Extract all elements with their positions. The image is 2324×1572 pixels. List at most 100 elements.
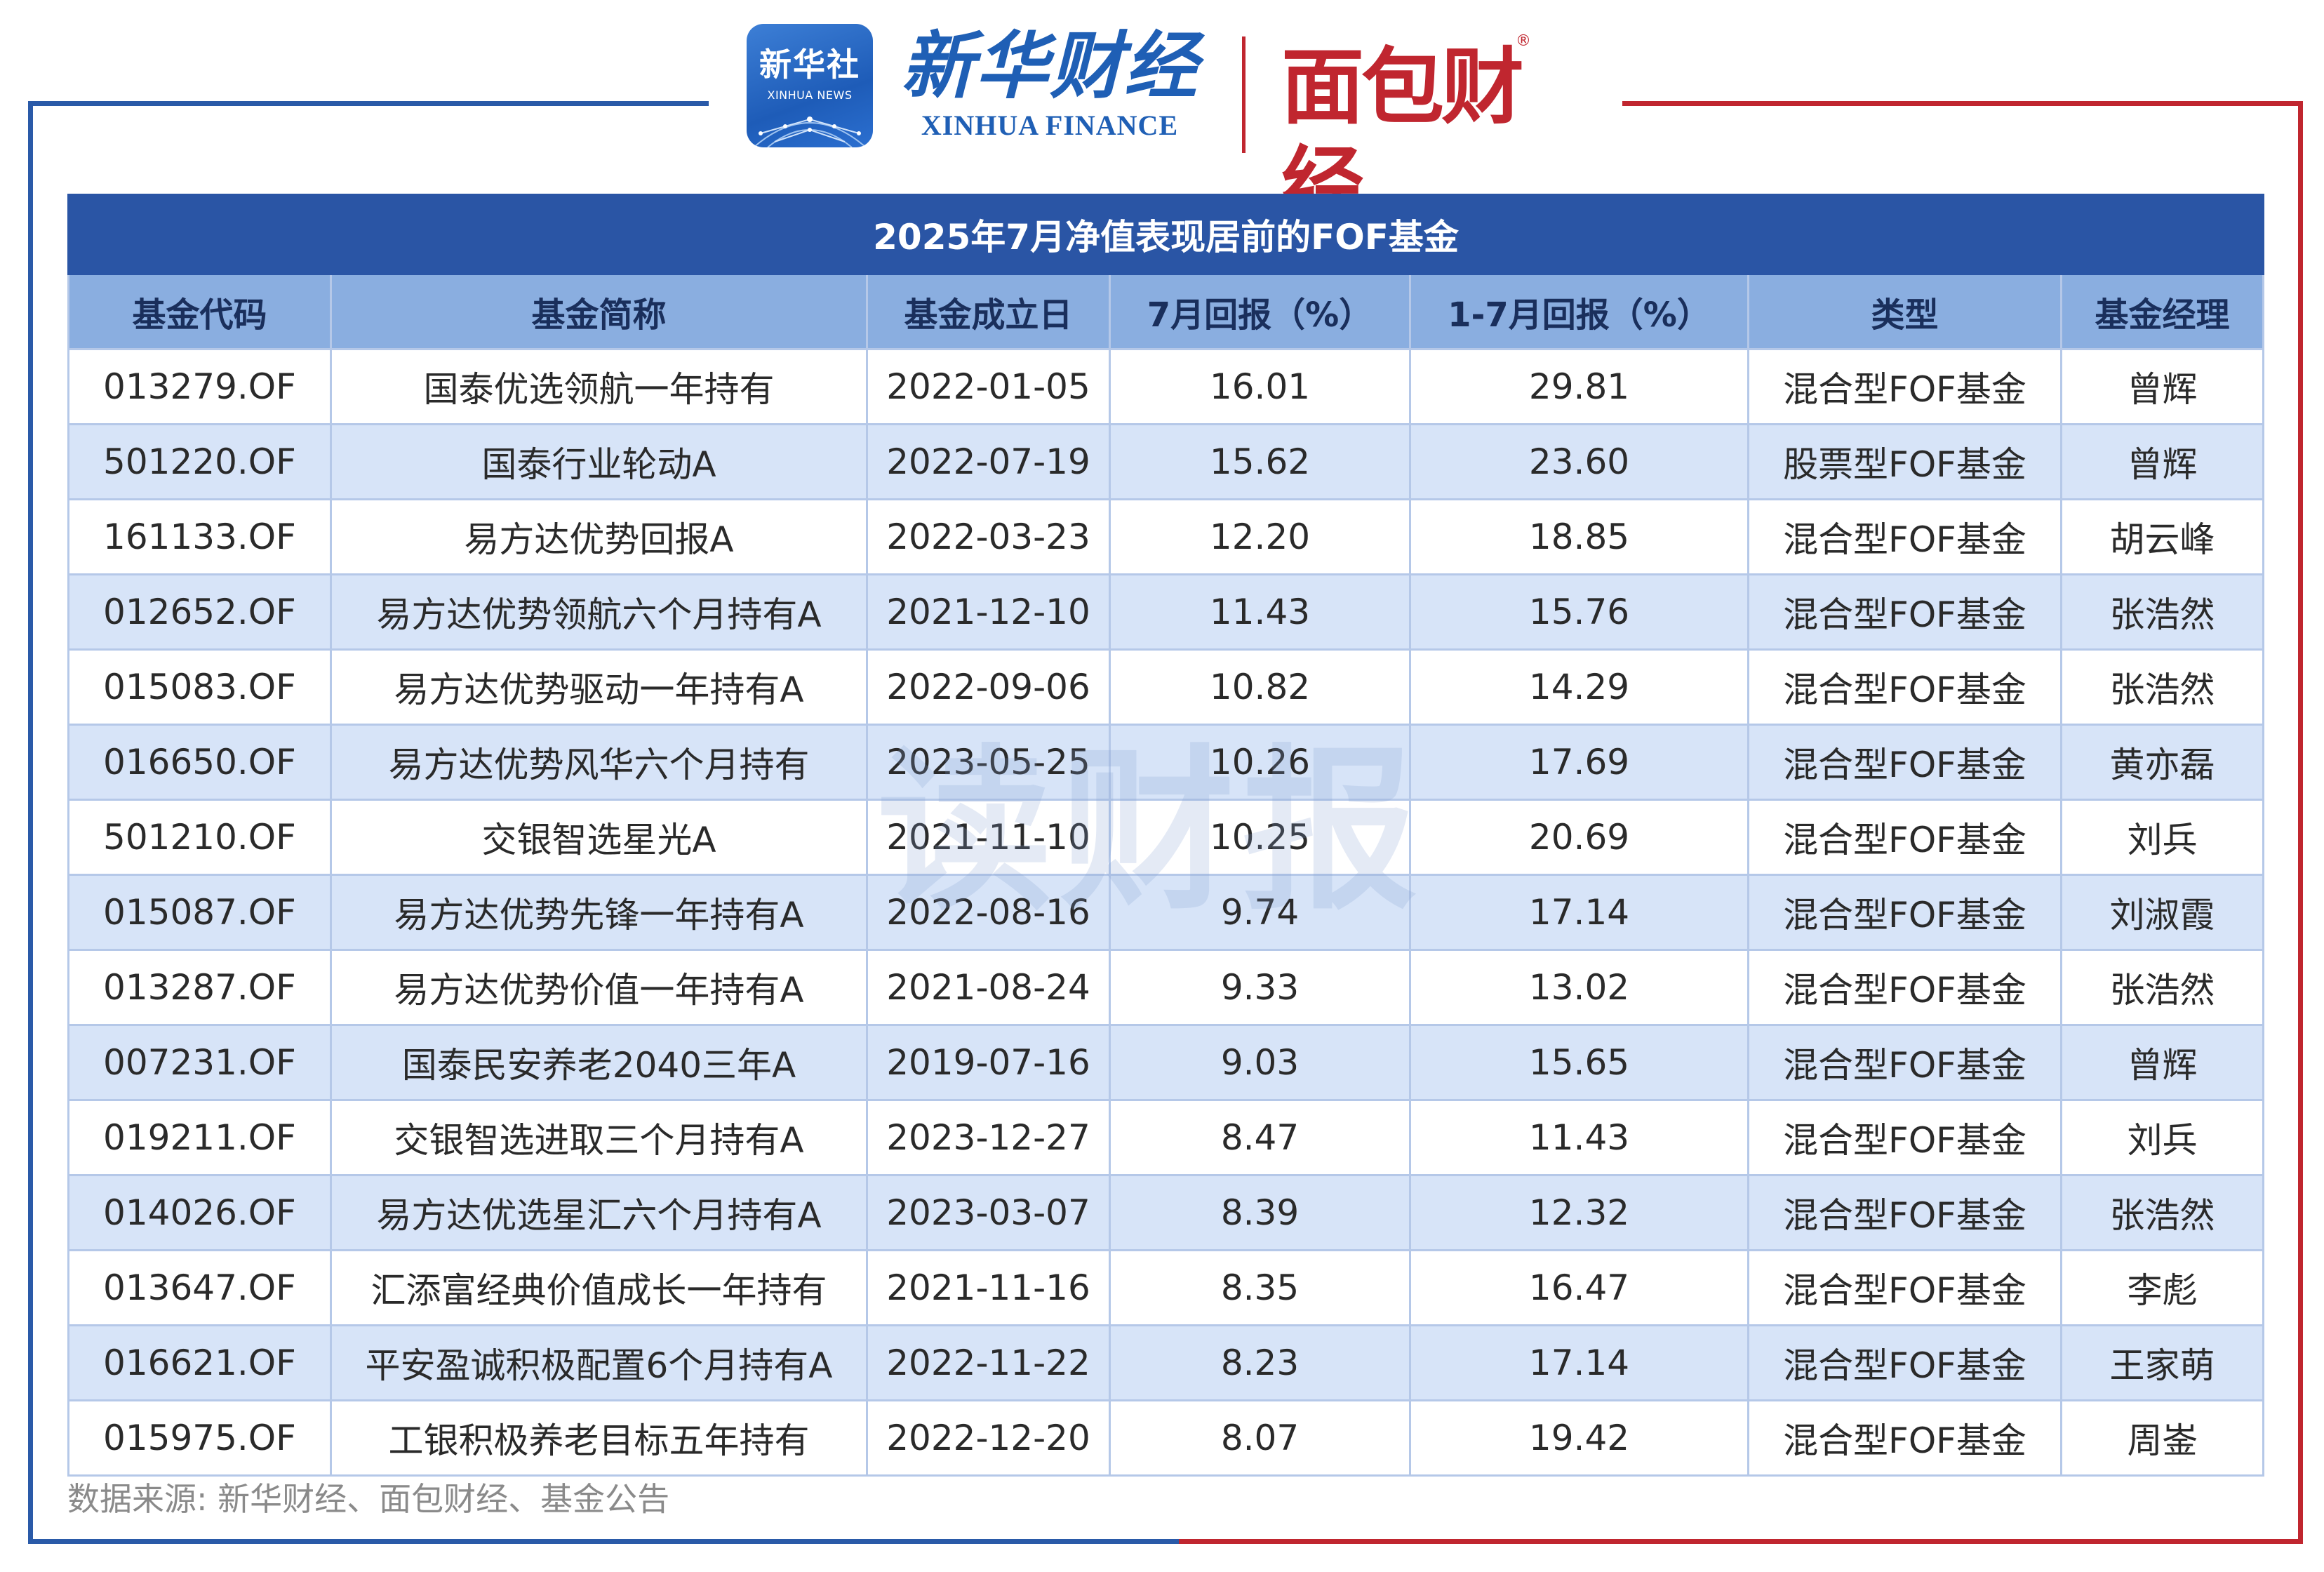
cell-ytd-return: 15.76: [1409, 573, 1749, 651]
frame-line-blue-top: [28, 101, 709, 106]
cell-fund-name: 汇添富经典价值成长一年持有: [330, 1249, 868, 1326]
column-header-inception-date: 基金成立日: [866, 273, 1111, 350]
table-row: 161133.OF 易方达优势回报A 2022-03-23 12.20 18.85 混合型…: [67, 498, 2265, 575]
cell-fund-manager: 胡云峰: [2059, 498, 2265, 575]
column-header-ytd-return: 1-7月回报（%）: [1409, 273, 1749, 350]
cell-fund-manager: 王家萌: [2059, 1324, 2265, 1401]
table-row: 015975.OF 工银积极养老目标五年持有 2022-12-20 8.07 19.42…: [67, 1399, 2265, 1477]
cell-ytd-return: 16.47: [1409, 1249, 1749, 1326]
cell-inception-date: 2021-08-24: [866, 949, 1111, 1026]
cell-inception-date: 2019-07-16: [866, 1024, 1111, 1101]
cell-fund-manager: 张浩然: [2059, 573, 2265, 651]
cell-fund-type: 混合型FOF基金: [1747, 1024, 2062, 1101]
cell-fund-code: 007231.OF: [67, 1024, 332, 1101]
xinhua-news-logo-cn: 新华社: [759, 46, 860, 84]
cell-fund-manager: 刘淑霞: [2059, 874, 2265, 951]
cell-inception-date: 2022-09-06: [866, 648, 1111, 726]
cell-july-return: 8.35: [1109, 1249, 1411, 1326]
cell-fund-type: 混合型FOF基金: [1747, 1324, 2062, 1401]
cell-inception-date: 2022-01-05: [866, 348, 1111, 425]
cell-ytd-return: 13.02: [1409, 949, 1749, 1026]
table-title-row: 2025年7月净值表现居前的FOF基金: [67, 194, 2265, 275]
cell-fund-manager: 黄亦磊: [2059, 724, 2265, 801]
cell-july-return: 8.39: [1109, 1174, 1411, 1251]
frame-line-red-right: [2298, 101, 2303, 1544]
cell-fund-name: 工银积极养老目标五年持有: [330, 1399, 868, 1477]
cell-july-return: 12.20: [1109, 498, 1411, 575]
xinhua-news-logo-en: XINHUA NEWS: [767, 88, 853, 102]
network-globe-icon: [753, 116, 867, 147]
cell-fund-type: 混合型FOF基金: [1747, 1099, 2062, 1176]
cell-ytd-return: 29.81: [1409, 348, 1749, 425]
cell-ytd-return: 14.29: [1409, 648, 1749, 726]
table-row: 015087.OF 易方达优势先锋一年持有A 2022-08-16 9.74 17.14…: [67, 874, 2265, 951]
table-row: 016621.OF 平安盈诚积极配置6个月持有A 2022-11-22 8.23 17.…: [67, 1324, 2265, 1401]
frame-line-red-top: [1622, 101, 2303, 106]
cell-july-return: 10.82: [1109, 648, 1411, 726]
cell-fund-code: 012652.OF: [67, 573, 332, 651]
cell-ytd-return: 11.43: [1409, 1099, 1749, 1176]
cell-fund-name: 易方达优势风华六个月持有: [330, 724, 868, 801]
cell-july-return: 8.23: [1109, 1324, 1411, 1401]
cell-fund-manager: 曾辉: [2059, 348, 2265, 425]
cell-fund-manager: 张浩然: [2059, 648, 2265, 726]
cell-fund-type: 混合型FOF基金: [1747, 874, 2062, 951]
cell-july-return: 10.25: [1109, 799, 1411, 876]
column-header-july-return: 7月回报（%）: [1109, 273, 1411, 350]
cell-fund-type: 混合型FOF基金: [1747, 1399, 2062, 1477]
cell-fund-code: 013279.OF: [67, 348, 332, 425]
cell-fund-type: 混合型FOF基金: [1747, 949, 2062, 1026]
column-header-fund-manager: 基金经理: [2059, 273, 2265, 350]
cell-fund-code: 014026.OF: [67, 1174, 332, 1251]
cell-fund-type: 混合型FOF基金: [1747, 1249, 2062, 1326]
cell-fund-manager: 周崟: [2059, 1399, 2265, 1477]
cell-july-return: 10.26: [1109, 724, 1411, 801]
xinhua-finance-logo-en: XINHUA FINANCE: [921, 109, 1179, 141]
cell-fund-name: 国泰行业轮动A: [330, 423, 868, 500]
cell-fund-name: 易方达优选星汇六个月持有A: [330, 1174, 868, 1251]
cell-inception-date: 2022-07-19: [866, 423, 1111, 500]
cell-fund-type: 混合型FOF基金: [1747, 498, 2062, 575]
table-row: 016650.OF 易方达优势风华六个月持有 2023-05-25 10.26 17.6…: [67, 724, 2265, 801]
cell-fund-type: 混合型FOF基金: [1747, 724, 2062, 801]
cell-fund-type: 混合型FOF基金: [1747, 1174, 2062, 1251]
xinhua-news-logo: 新华社 XINHUA NEWS: [747, 24, 873, 147]
cell-july-return: 8.07: [1109, 1399, 1411, 1477]
table-row: 015083.OF 易方达优势驱动一年持有A 2022-09-06 10.82 14.2…: [67, 648, 2265, 726]
cell-inception-date: 2022-11-22: [866, 1324, 1111, 1401]
cell-fund-name: 国泰优选领航一年持有: [330, 348, 868, 425]
cell-fund-type: 混合型FOF基金: [1747, 348, 2062, 425]
cell-fund-manager: 曾辉: [2059, 423, 2265, 500]
cell-fund-code: 501210.OF: [67, 799, 332, 876]
cell-fund-code: 501220.OF: [67, 423, 332, 500]
table-row: 014026.OF 易方达优选星汇六个月持有A 2023-03-07 8.39 12.3…: [67, 1174, 2265, 1251]
column-header-fund-type: 类型: [1747, 273, 2062, 350]
cell-inception-date: 2023-05-25: [866, 724, 1111, 801]
cell-fund-code: 013287.OF: [67, 949, 332, 1026]
cell-fund-manager: 刘兵: [2059, 1099, 2265, 1176]
cell-ytd-return: 18.85: [1409, 498, 1749, 575]
cell-fund-name: 国泰民安养老2040三年A: [330, 1024, 868, 1101]
cell-fund-name: 易方达优势先锋一年持有A: [330, 874, 868, 951]
cell-fund-manager: 曾辉: [2059, 1024, 2265, 1101]
cell-fund-code: 015083.OF: [67, 648, 332, 726]
table-row: 013287.OF 易方达优势价值一年持有A 2021-08-24 9.33 13.02…: [67, 949, 2265, 1026]
cell-fund-name: 平安盈诚积极配置6个月持有A: [330, 1324, 868, 1401]
table-row: 012652.OF 易方达优势领航六个月持有A 2021-12-10 11.43 15.…: [67, 573, 2265, 651]
cell-fund-code: 015975.OF: [67, 1399, 332, 1477]
xinhua-finance-logo-cn: 新华财经: [900, 22, 1198, 109]
cell-ytd-return: 19.42: [1409, 1399, 1749, 1477]
cell-ytd-return: 17.69: [1409, 724, 1749, 801]
cell-july-return: 8.47: [1109, 1099, 1411, 1176]
cell-fund-name: 易方达优势回报A: [330, 498, 868, 575]
cell-july-return: 9.03: [1109, 1024, 1411, 1101]
cell-fund-code: 016650.OF: [67, 724, 332, 801]
table-header-row: 基金代码 基金简称 基金成立日 7月回报（%） 1-7月回报（%） 类型 基金经…: [67, 273, 2265, 350]
column-header-fund-name: 基金简称: [330, 273, 868, 350]
cell-fund-name: 易方达优势价值一年持有A: [330, 949, 868, 1026]
cell-inception-date: 2021-11-10: [866, 799, 1111, 876]
cell-inception-date: 2023-12-27: [866, 1099, 1111, 1176]
cell-fund-manager: 张浩然: [2059, 949, 2265, 1026]
cell-fund-code: 161133.OF: [67, 498, 332, 575]
cell-july-return: 16.01: [1109, 348, 1411, 425]
